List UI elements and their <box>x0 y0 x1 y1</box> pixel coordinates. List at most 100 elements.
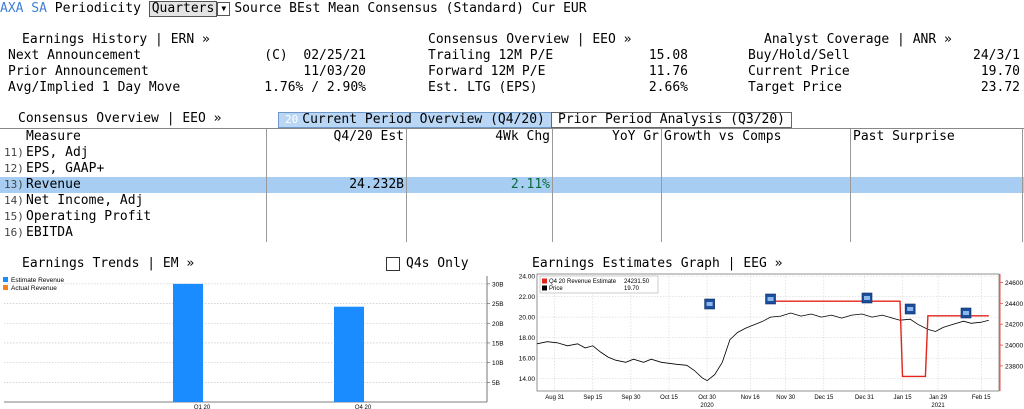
chart-lines <box>536 300 989 382</box>
event-marker <box>861 292 873 304</box>
consensus-values: 15.08 11.76 2.66% <box>600 48 688 96</box>
tab-prior-period[interactable]: Prior Period Analysis (Q3/20) <box>551 112 792 128</box>
row-number: 12) <box>4 162 24 175</box>
legend-value-price: 19.70 <box>624 286 640 292</box>
table-row[interactable]: 16) EBITDA <box>0 225 1024 241</box>
table-row[interactable]: 11) EPS, Adj <box>0 145 1024 161</box>
stat-label: Trailing 12M P/E <box>428 48 554 63</box>
x-tick-label: Q4 20 <box>355 405 372 409</box>
row-measure: EBITDA <box>26 225 73 240</box>
right-y-tick-label: 23800 <box>1005 363 1023 370</box>
stat-value: 24/3/1 <box>973 48 1020 63</box>
chevron-down-icon[interactable]: ▼ <box>217 1 231 16</box>
legend-label-estimate: Q4 20 Revenue Estimate <box>549 279 617 285</box>
periodicity-label: Periodicity <box>54 1 141 16</box>
analyst-labels: Buy/Hold/Sell Current Price Target Price <box>748 48 850 96</box>
earnings-trends-link[interactable]: Earnings Trends | EM » <box>22 256 195 271</box>
column-header-measure[interactable]: Measure <box>26 129 81 144</box>
consensus-labels: Trailing 12M P/E Forward 12M P/E Est. LT… <box>428 48 553 96</box>
event-marker-glyph <box>767 297 774 301</box>
chart-event-markers <box>704 292 972 319</box>
stat-label: Next Announcement <box>8 48 142 63</box>
y-tick-label: 10B <box>492 360 504 367</box>
column-divider <box>406 129 407 242</box>
earnings-history-values: (C) 02/25/21 11/03/20 1.76% / 2.90% <box>216 48 366 96</box>
column-divider <box>266 129 267 242</box>
column-header-past-surprise[interactable]: Past Surprise <box>853 129 955 144</box>
row-number: 16) <box>4 226 24 239</box>
q4s-only-checkbox[interactable] <box>386 257 400 271</box>
event-marker <box>704 298 715 310</box>
row-measure: EPS, GAAP+ <box>26 161 105 176</box>
table-row-selected[interactable]: 13) Revenue 24.232B 2.11% <box>0 177 1024 193</box>
chart-grid <box>4 276 490 403</box>
chart-left-y-ticks: 14.00 16.00 18.00 20.00 22.00 24.00 <box>519 274 536 384</box>
event-marker-glyph <box>963 311 969 315</box>
column-header-yoy-growth[interactable]: YoY Gr <box>612 129 659 144</box>
legend-swatch-estimate <box>542 278 547 284</box>
column-header-4wk-change[interactable]: 4Wk Chg <box>495 129 550 144</box>
x-tick-label: Oct 30 <box>698 395 716 401</box>
right-y-tick-label: 24600 <box>1005 280 1023 287</box>
periodicity-dropdown[interactable]: Quarters <box>148 0 218 17</box>
chart-legend: Estimate Revenue Actual Revenue <box>3 277 64 292</box>
stat-value: 23.72 <box>980 80 1020 95</box>
stat-label: Prior Announcement <box>8 64 149 79</box>
row-number: 13) <box>4 178 24 191</box>
consensus-overview-link[interactable]: Consensus Overview | EEO » <box>428 32 632 47</box>
source-label: Source <box>234 1 282 16</box>
table-row[interactable]: 12) EPS, GAAP+ <box>0 161 1024 177</box>
currency-label: Cur <box>531 1 556 16</box>
legend-value-estimate: 24231.50 <box>624 279 650 285</box>
row-number: 14) <box>4 194 24 207</box>
estimates-graph-chart[interactable]: 14.00 16.00 18.00 20.00 22.00 24.00 23800 2400… <box>512 270 1024 409</box>
y-tick-label: 25B <box>492 301 504 308</box>
event-marker <box>765 293 776 305</box>
table-row[interactable]: 15) Operating Profit <box>0 209 1024 225</box>
plot-area <box>536 273 1000 392</box>
row-4wk-change: 2.11% <box>510 177 550 192</box>
right-y-tick-label: 24000 <box>1005 343 1023 350</box>
column-header-growth-vs-comps[interactable]: Growth vs Comps <box>664 129 782 144</box>
analyst-coverage-link[interactable]: Analyst Coverage | ANR » <box>764 32 952 47</box>
ticker-label: AXA SA <box>0 1 47 16</box>
left-y-tick-label: 16.00 <box>519 356 536 363</box>
consensus-table: Measure Q4/20 Est 4Wk Chg YoY Gr Growth … <box>0 128 1024 242</box>
table-row[interactable]: 14) Net Income, Adj <box>0 193 1024 209</box>
event-marker-glyph <box>907 307 914 311</box>
stat-value: (C) 02/25/21 <box>264 48 366 63</box>
left-y-tick-label: 14.00 <box>519 376 536 383</box>
left-y-tick-label: 22.00 <box>519 294 536 301</box>
tab-current-period[interactable]: 20 Current Period Overview (Q4/20) <box>278 112 552 128</box>
event-marker-glyph <box>706 302 713 306</box>
chart-x-ticks: Aug 31 Sep 15 Sep 30 Oct 15 Oct 30 Nov 16 Nov … <box>545 395 991 409</box>
stat-label: Current Price <box>748 64 850 79</box>
stat-label: Forward 12M P/E <box>428 64 546 79</box>
stat-label: Avg/Implied 1 Day Move <box>8 80 181 95</box>
x-tick-label: Jan 15 <box>894 395 913 401</box>
x-tick-label: Aug 31 <box>545 395 565 401</box>
column-header-estimate[interactable]: Q4/20 Est <box>333 129 404 144</box>
row-measure: Net Income, Adj <box>26 193 144 208</box>
stat-value: 11.76 <box>648 64 688 79</box>
legend-label-actual: Actual Revenue <box>11 285 57 292</box>
bar-estimate-2 <box>334 306 364 402</box>
legend-label-estimate: Estimate Revenue <box>11 277 64 284</box>
event-marker-glyph <box>864 296 870 300</box>
left-y-tick-label: 24.00 <box>519 274 536 281</box>
consensus-section-link[interactable]: Consensus Overview | EEO » <box>18 111 222 126</box>
right-y-tick-label: 24200 <box>1005 322 1023 329</box>
price-line <box>536 312 989 382</box>
earnings-history-labels: Next Announcement Prior Announcement Avg… <box>8 48 180 96</box>
stat-label: Target Price <box>748 80 842 95</box>
currency-value[interactable]: EUR <box>563 1 587 16</box>
estimates-graph-link[interactable]: Earnings Estimates Graph | EEG » <box>532 256 783 271</box>
y-tick-label: 15B <box>492 340 504 347</box>
legend-box <box>539 275 659 294</box>
source-value[interactable]: BEst Mean Consensus (Standard) <box>289 1 524 16</box>
stat-label: Buy/Hold/Sell <box>748 48 850 63</box>
earnings-trends-chart[interactable]: 5B 10B 15B 20B 25B 30B Q1 20 Q4 20 Estimate Re… <box>0 272 512 409</box>
left-y-tick-label: 20.00 <box>519 315 536 322</box>
tab-number: 20 <box>285 113 299 126</box>
earnings-history-link[interactable]: Earnings History | ERN » <box>22 32 210 47</box>
